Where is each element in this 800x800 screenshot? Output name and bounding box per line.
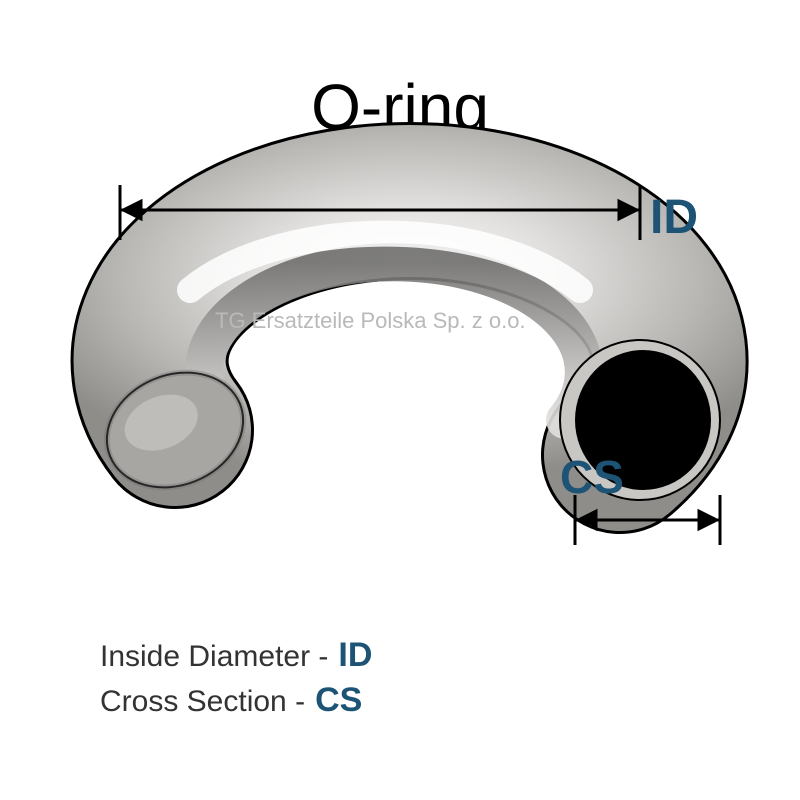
diagram-stage: O-ring — [0, 0, 800, 800]
legend-abbr-cs: CS — [315, 681, 362, 720]
legend-row-cs: Cross Section - CS — [100, 681, 372, 720]
legend-text-id: Inside Diameter - — [100, 640, 328, 674]
oring-body — [89, 201, 720, 507]
legend-row-id: Inside Diameter - ID — [100, 636, 372, 675]
legend: Inside Diameter - ID Cross Section - CS — [100, 630, 372, 720]
legend-abbr-id: ID — [338, 636, 372, 675]
cs-label: CS — [560, 450, 624, 504]
watermark-text: TG Ersatzteile Polska Sp. z o.o. — [215, 308, 526, 334]
id-label: ID — [650, 190, 698, 245]
legend-text-cs: Cross Section - — [100, 685, 305, 719]
